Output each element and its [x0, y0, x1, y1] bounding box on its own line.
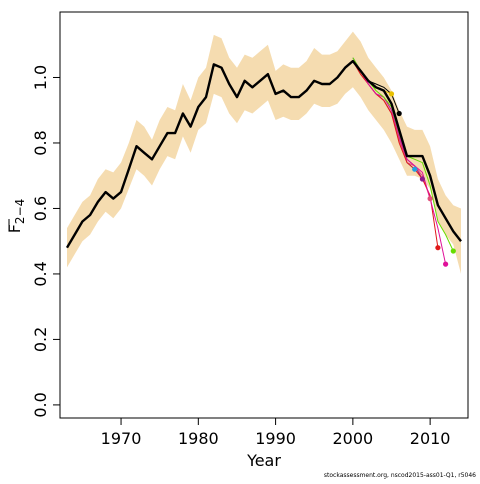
- x-tick-label: 2000: [333, 429, 374, 448]
- y-tick-label-group: 0.2: [31, 327, 50, 352]
- retro-series-endpoint-3: [412, 166, 418, 172]
- retro-series-endpoint-1: [388, 91, 395, 97]
- y-tick-label: 1.0: [31, 65, 50, 90]
- y-axis-title: F2−4: [5, 199, 27, 234]
- retro-series-endpoint-7: [443, 261, 449, 267]
- credit-text: stockassessment.org, nscod2015-ass01-Q1,…: [324, 472, 476, 479]
- x-tick-label: 1980: [178, 429, 219, 448]
- y-tick-label: 0.8: [31, 130, 50, 155]
- retro-series-endpoint-8: [450, 248, 456, 254]
- x-tick-label: 1970: [101, 429, 142, 448]
- retro-series-endpoint-2: [396, 110, 402, 117]
- y-tick-label-group: 0.6: [31, 196, 50, 221]
- svg-text:F2−4: F2−4: [5, 199, 27, 234]
- retro-series-endpoint-5: [427, 196, 433, 202]
- endpoint-markers-layer: [388, 91, 456, 267]
- y-axis-title-main: F: [5, 224, 24, 233]
- y-axis-title-subscript: 2−4: [13, 199, 27, 224]
- x-axis-title: Year: [246, 451, 281, 470]
- retro-series-endpoint-6: [435, 245, 441, 251]
- y-tick-label-group: 0.4: [31, 261, 50, 286]
- plot-frame: [59, 11, 469, 419]
- confidence-band: [67, 31, 461, 274]
- series-layer: [65, 57, 462, 265]
- x-tick-label: 2010: [410, 429, 451, 448]
- retro-series-endpoint-4: [419, 176, 425, 182]
- y-tick-label: 0.6: [31, 196, 50, 221]
- y-tick-label: 0.4: [31, 261, 50, 286]
- x-tick-label: 1990: [255, 429, 296, 448]
- x-axis: 1970 1980 1990 2000 2010: [101, 418, 451, 448]
- y-tick-label: 0.0: [31, 392, 50, 417]
- final-series-line: [65, 59, 462, 249]
- y-tick-label: 0.2: [31, 327, 50, 352]
- y-tick-label-group: 1.0: [31, 65, 50, 90]
- y-tick-label-group: 0.0: [31, 392, 50, 417]
- y-axis: 0.0 0.2 0.4 0.6 0.8 1.0: [31, 65, 60, 418]
- y-tick-label-group: 0.8: [31, 130, 50, 155]
- confidence-band-layer: [67, 31, 461, 274]
